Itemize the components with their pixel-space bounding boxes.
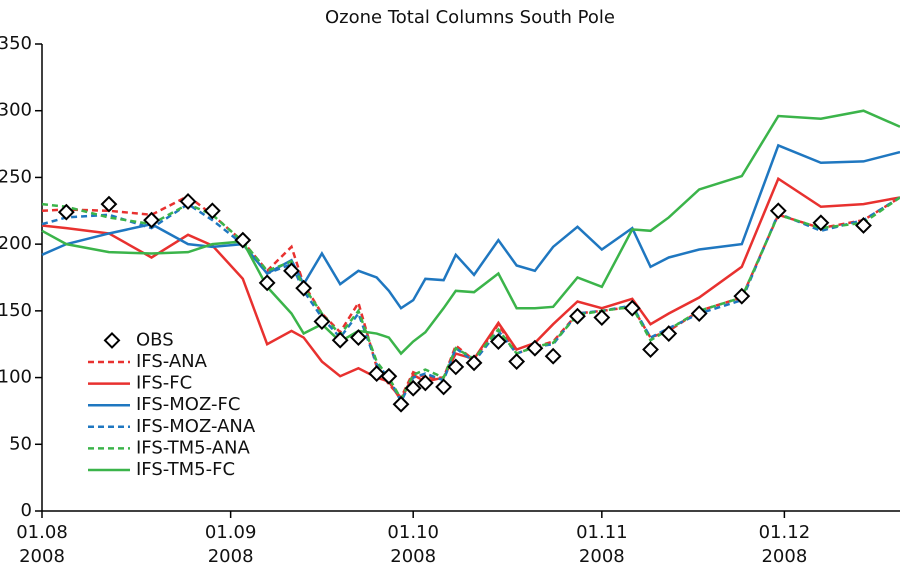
obs-marker [526,339,544,357]
series-line [41,176,900,403]
legend: OBSIFS-ANAIFS-FCIFS-MOZ-FCIFS-MOZ-ANAIFS… [88,329,256,480]
x-tick-label: 01.11 2008 [576,522,628,567]
obs-marker [642,341,659,358]
y-tick-label: 300 [0,100,32,121]
obs-marker [569,307,586,325]
obs-marker [404,379,422,397]
obs-marker [295,279,313,297]
obs-marker [593,309,611,326]
obs-marker [283,262,300,280]
legend-marker [103,331,121,349]
obs-marker [660,325,678,342]
y-tick-label: 250 [0,166,32,187]
obs-marker [855,217,872,234]
obs-marker [331,331,349,349]
obs-marker [769,202,787,220]
obs-marker [465,354,483,372]
obs-marker [623,299,641,317]
obs-marker [100,195,118,213]
y-tick-label: 50 [9,433,32,454]
legend-label: IFS-TM5-ANA [136,437,250,458]
obs-marker [508,353,526,370]
obs-marker [234,231,252,249]
legend-label: IFS-TM5-FC [136,459,235,480]
x-tick-label: 01.08 2008 [16,522,68,567]
legend-label: IFS-FC [136,373,192,394]
obs-marker [350,329,367,346]
obs-marker [380,367,398,385]
obs-marker [57,203,75,221]
obs-marker [812,214,830,232]
obs-marker [203,202,221,220]
x-tick-label: 01.09 2008 [205,522,257,567]
obs-marker [544,347,562,365]
series-line [41,143,900,310]
legend-label: OBS [136,329,174,350]
obs-marker [368,365,386,382]
obs-marker [179,193,197,210]
obs-marker [392,395,410,413]
y-tick-label: 150 [0,300,32,321]
obs-marker [313,313,331,330]
y-tick-label: 350 [0,33,32,54]
legend-label: IFS-MOZ-FC [136,394,240,415]
legend-label: IFS-ANA [136,351,208,372]
obs-marker [258,274,276,292]
obs-marker [447,358,465,376]
obs-marker [489,333,507,350]
legend-label: IFS-MOZ-ANA [136,416,256,437]
y-tick-label: 0 [21,500,32,521]
y-tick-label: 100 [0,367,32,388]
obs-marker [416,374,434,392]
obs-marker [733,287,751,305]
series-line [41,196,900,405]
obs-marker [143,211,160,229]
x-tick-label: 01.10 2008 [387,522,439,567]
obs-marker [435,378,453,396]
x-tick-label: 01.12 2008 [759,522,811,567]
y-tick-label: 200 [0,233,32,254]
obs-marker [690,305,708,322]
chart-title: Ozone Total Columns South Pole [325,7,615,28]
